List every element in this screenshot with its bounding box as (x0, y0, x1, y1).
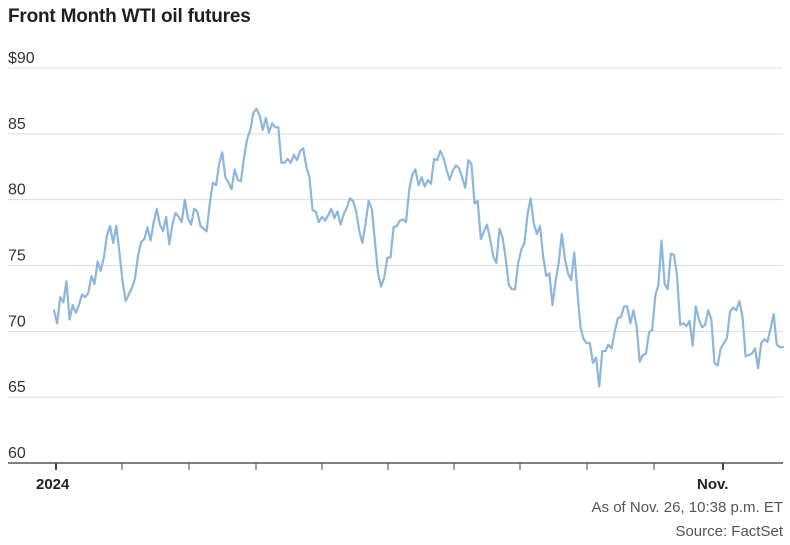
y-tick-label: 80 (8, 182, 26, 199)
y-axis-ticks: $90 85 80 75 70 65 60 (8, 50, 35, 462)
y-tick-label: 70 (8, 313, 26, 330)
y-tick-label: 60 (8, 445, 26, 462)
x-axis: 2024 Nov. (8, 462, 783, 493)
y-tick-label: 85 (8, 116, 26, 133)
series-layer (52, 107, 785, 388)
x-tick-label: 2024 (36, 476, 70, 493)
y-tick-label: 75 (8, 248, 26, 265)
y-tick-label: $90 (8, 50, 35, 67)
series-line (52, 107, 785, 388)
x-tick-label: Nov. (697, 476, 728, 493)
source-note: Source: FactSet (675, 523, 783, 540)
y-tick-label: 65 (8, 379, 26, 396)
as-of-note: As of Nov. 26, 10:38 p.m. ET (591, 499, 783, 516)
chart-title: Front Month WTI oil futures (8, 6, 251, 27)
grid-lines (8, 67, 783, 398)
